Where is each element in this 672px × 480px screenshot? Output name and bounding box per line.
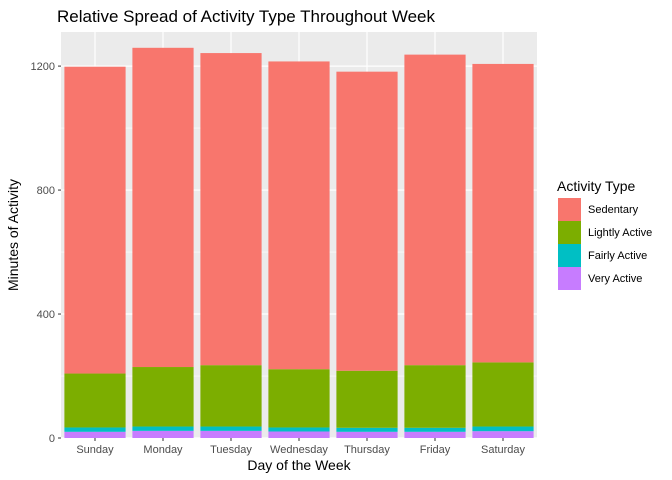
- x-tick-label: Monday: [143, 444, 183, 456]
- bar-sedentary-monday: [132, 47, 194, 368]
- bar-sedentary-tuesday: [200, 53, 262, 366]
- x-tick-label: Saturday: [481, 444, 526, 456]
- legend-label: Fairly Active: [588, 250, 647, 262]
- bars: [64, 47, 534, 438]
- bar-sedentary-friday: [404, 54, 466, 366]
- bar-fairly-active-saturday: [472, 426, 534, 432]
- bar-fairly-active-wednesday: [268, 427, 330, 432]
- bar-lightly-active-monday: [132, 367, 194, 427]
- y-tick-label: 0: [49, 433, 55, 445]
- bar-fairly-active-friday: [404, 427, 466, 432]
- bar-sedentary-thursday: [336, 71, 398, 371]
- bar-sedentary-sunday: [64, 66, 126, 374]
- bar-lightly-active-sunday: [64, 373, 126, 428]
- y-axis: 0 400 800 1200: [31, 61, 61, 445]
- x-axis: Sunday Monday Tuesday Wednesday Thursday Frid…: [76, 438, 526, 456]
- legend-key-lightly-active: [558, 221, 581, 244]
- legend-key-sedentary: [558, 198, 581, 221]
- bar-lightly-active-thursday: [336, 370, 398, 428]
- bar-lightly-active-friday: [404, 365, 466, 428]
- bar-fairly-active-monday: [132, 426, 194, 431]
- bar-lightly-active-tuesday: [200, 365, 262, 427]
- chart-title: Relative Spread of Activity Type Through…: [57, 7, 435, 26]
- x-tick-label: Sunday: [76, 444, 114, 456]
- bar-very-active-friday: [404, 431, 466, 438]
- x-tick-label: Thursday: [344, 444, 390, 456]
- bar-sedentary-wednesday: [268, 61, 330, 370]
- bar-lightly-active-wednesday: [268, 369, 330, 428]
- legend-key-very-active: [558, 267, 581, 290]
- bar-very-active-monday: [132, 430, 194, 438]
- legend-label: Sedentary: [588, 204, 639, 216]
- x-tick-label: Tuesday: [210, 444, 252, 456]
- bar-very-active-wednesday: [268, 431, 330, 438]
- x-tick-label: Friday: [420, 444, 451, 456]
- x-axis-title: Day of the Week: [247, 457, 351, 473]
- bar-sedentary-saturday: [472, 63, 534, 363]
- bar-very-active-tuesday: [200, 430, 262, 438]
- legend-key-fairly-active: [558, 244, 581, 267]
- bar-very-active-saturday: [472, 431, 534, 438]
- y-tick-label: 400: [37, 309, 55, 321]
- bar-very-active-thursday: [336, 431, 398, 438]
- legend-label: Lightly Active: [588, 227, 652, 239]
- legend-title: Activity Type: [557, 178, 636, 194]
- bar-fairly-active-thursday: [336, 427, 398, 432]
- bar-very-active-sunday: [64, 431, 126, 438]
- bar-lightly-active-saturday: [472, 362, 534, 427]
- y-tick-label: 1200: [31, 61, 55, 73]
- legend: Activity Type Sedentary Lightly Active Fai…: [557, 178, 652, 290]
- x-tick-label: Wednesday: [270, 444, 328, 456]
- bar-fairly-active-sunday: [64, 427, 126, 432]
- y-tick-label: 800: [37, 185, 55, 197]
- bar-fairly-active-tuesday: [200, 426, 262, 431]
- legend-label: Very Active: [588, 273, 642, 285]
- y-axis-title: Minutes of Activity: [5, 179, 21, 291]
